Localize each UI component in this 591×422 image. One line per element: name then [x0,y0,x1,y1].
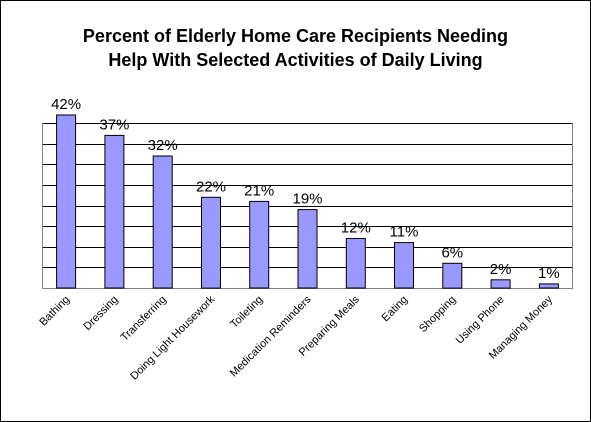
bar-dressing [104,134,125,289]
bar-toileting [249,200,270,289]
bar-bathing [56,114,77,289]
category-label: Using Phone [454,294,507,347]
bar-transferring [152,155,173,289]
data-label: 21% [244,182,274,199]
bar-using-phone [490,279,511,289]
data-label: 1% [538,265,560,282]
bar-eating [394,242,414,289]
category-label: Toileting [228,294,265,331]
data-label: 12% [341,220,371,237]
category-label: Eating [380,294,411,325]
category-label: Medication Reminders [228,293,314,379]
bar-medication-reminders [297,209,318,289]
data-label: 32% [148,137,178,154]
category-label: Doing Light Housework [128,293,217,382]
data-label: 42% [51,96,81,113]
category-label: Bathing [37,294,72,329]
bar-managing-money [538,283,559,289]
data-label: 22% [196,178,226,195]
data-label: 11% [390,224,419,241]
category-label: Shopping [417,294,458,335]
chart-title: Percent of Elderly Home Care Recipients … [82,26,509,70]
bar-preparing-meals [345,238,366,289]
bar-shopping [442,262,463,289]
data-label: 19% [292,191,322,208]
data-label: 37% [99,116,129,133]
bar-doing-light-housework [201,196,221,289]
data-label: 2% [490,261,512,278]
data-label: 6% [441,244,463,261]
category-label: Dressing [81,294,120,333]
category-label: Transferring [119,294,169,344]
